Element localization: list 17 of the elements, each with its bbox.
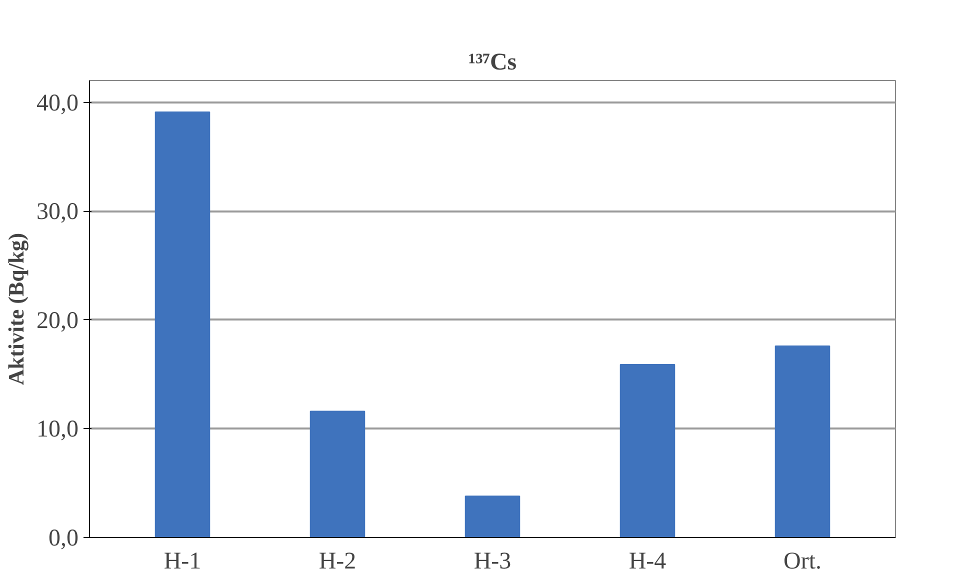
bar [620, 364, 676, 538]
y-tick-label: 30,0 [36, 199, 78, 226]
bar [154, 112, 210, 538]
y-tick-label: 40,0 [36, 90, 78, 116]
y-axis-title: Aktivite (Bq/kg) [4, 232, 28, 386]
chart-title: ¹³⁷Cs [468, 50, 517, 76]
y-tick-label: 20,0 [36, 308, 78, 334]
x-tick-label: H-3 [474, 548, 512, 574]
y-tick-label: 0,0 [48, 526, 78, 552]
x-tick-label: H-2 [318, 548, 356, 574]
y-tick-label: 10,0 [36, 416, 78, 443]
x-tick-label: H-4 [628, 548, 666, 574]
bar [774, 345, 830, 538]
bar [310, 410, 366, 538]
x-tick-label: H-1 [164, 548, 202, 574]
x-tick-label: Ort. [784, 548, 822, 574]
bar [464, 496, 520, 538]
